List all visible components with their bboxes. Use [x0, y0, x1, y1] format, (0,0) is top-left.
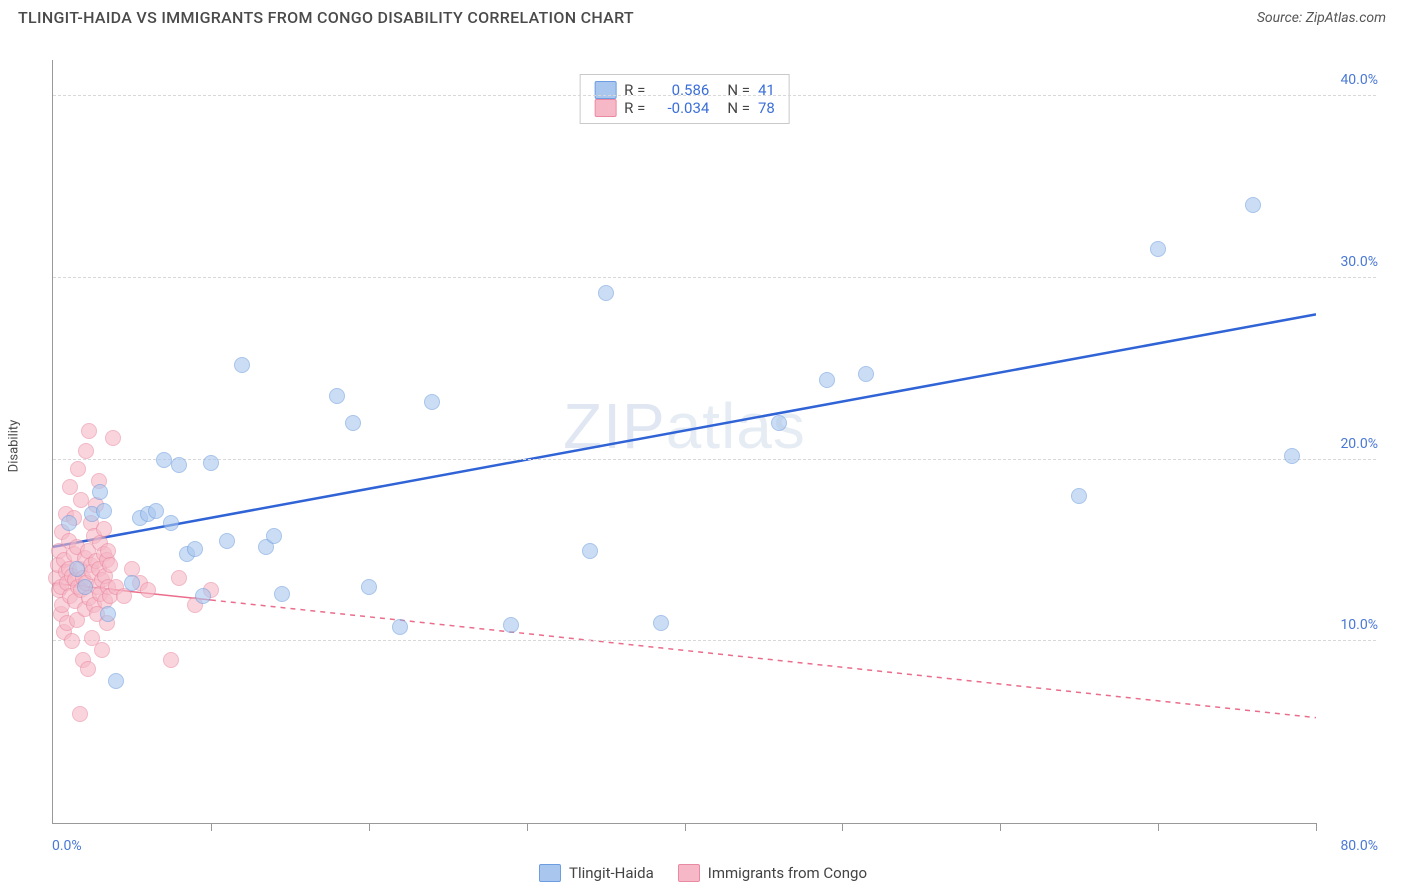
data-point — [582, 543, 598, 559]
data-point — [653, 615, 669, 631]
legend-row-2: R = -0.034 N = 78 — [594, 99, 775, 117]
swatch-a-icon — [539, 864, 561, 882]
data-point — [171, 457, 187, 473]
swatch-b-icon — [678, 864, 700, 882]
gridline — [53, 640, 1376, 641]
data-point — [819, 372, 835, 388]
chart-area: Disability ZIPatlas R = 0.586 N = 41 R =… — [18, 48, 1386, 844]
data-point — [1284, 448, 1300, 464]
data-point — [148, 503, 164, 519]
data-point — [329, 388, 345, 404]
data-point — [81, 423, 97, 439]
y-tick-label: 10.0% — [1340, 617, 1378, 633]
x-tick — [527, 823, 528, 831]
y-axis-label: Disability — [7, 420, 22, 473]
plot-region: ZIPatlas R = 0.586 N = 41 R = -0.034 N =… — [52, 60, 1316, 824]
data-point — [598, 285, 614, 301]
header: TLINGIT-HAIDA VS IMMIGRANTS FROM CONGO D… — [0, 0, 1406, 35]
r-label-2: R = — [624, 99, 645, 117]
data-point — [72, 706, 88, 722]
data-point — [503, 617, 519, 633]
source-text: Source: ZipAtlas.com — [1257, 10, 1386, 26]
data-point — [64, 633, 80, 649]
data-point — [77, 579, 93, 595]
legend-label-a: Tlingit-Haida — [569, 864, 654, 882]
data-point — [163, 515, 179, 531]
y-tick-label: 20.0% — [1340, 436, 1378, 452]
data-point — [187, 541, 203, 557]
x-tick — [685, 823, 686, 831]
x-axis-label-max: 80.0% — [1340, 838, 1378, 854]
data-point — [203, 455, 219, 471]
data-point — [96, 521, 112, 537]
legend-label-b: Immigrants from Congo — [708, 864, 867, 882]
data-point — [92, 484, 108, 500]
data-point — [100, 606, 116, 622]
data-point — [61, 515, 77, 531]
legend-item-a: Tlingit-Haida — [539, 864, 654, 882]
data-point — [140, 582, 156, 598]
data-point — [219, 533, 235, 549]
x-tick — [1316, 823, 1317, 831]
data-point — [274, 586, 290, 602]
data-point — [105, 430, 121, 446]
data-point — [80, 661, 96, 677]
data-point — [1150, 241, 1166, 257]
correlation-legend: R = 0.586 N = 41 R = -0.034 N = 78 — [579, 74, 790, 124]
gridline — [53, 459, 1376, 460]
data-point — [108, 673, 124, 689]
data-point — [96, 503, 112, 519]
chart-title: TLINGIT-HAIDA VS IMMIGRANTS FROM CONGO D… — [18, 8, 634, 27]
data-point — [69, 561, 85, 577]
x-tick — [211, 823, 212, 831]
data-point — [345, 415, 361, 431]
data-point — [234, 357, 250, 373]
data-point — [424, 394, 440, 410]
data-point — [94, 642, 110, 658]
x-tick — [1000, 823, 1001, 831]
n-label-2: N = — [727, 99, 750, 117]
data-point — [195, 588, 211, 604]
x-tick — [842, 823, 843, 831]
swatch-series-b — [594, 99, 616, 117]
n-value-2: 78 — [758, 99, 775, 117]
data-point — [156, 452, 172, 468]
series-legend: Tlingit-Haida Immigrants from Congo — [539, 864, 867, 882]
legend-item-b: Immigrants from Congo — [678, 864, 867, 882]
gridline — [53, 277, 1376, 278]
x-axis-label-min: 0.0% — [52, 838, 82, 854]
data-point — [361, 579, 377, 595]
data-point — [70, 461, 86, 477]
trend-lines — [53, 60, 1316, 823]
data-point — [266, 528, 282, 544]
x-tick — [1158, 823, 1159, 831]
data-point — [392, 619, 408, 635]
data-point — [171, 570, 187, 586]
data-point — [163, 652, 179, 668]
gridline — [53, 95, 1376, 96]
y-tick-label: 30.0% — [1340, 254, 1378, 270]
watermark: ZIPatlas — [563, 389, 806, 463]
data-point — [771, 415, 787, 431]
data-point — [124, 575, 140, 591]
data-point — [78, 443, 94, 459]
data-point — [102, 557, 118, 573]
x-tick — [369, 823, 370, 831]
y-tick-label: 40.0% — [1340, 72, 1378, 88]
watermark-bold: ZIP — [563, 390, 666, 462]
data-point — [858, 366, 874, 382]
r-value-2: -0.034 — [653, 99, 709, 117]
data-point — [1245, 197, 1261, 213]
data-point — [1071, 488, 1087, 504]
